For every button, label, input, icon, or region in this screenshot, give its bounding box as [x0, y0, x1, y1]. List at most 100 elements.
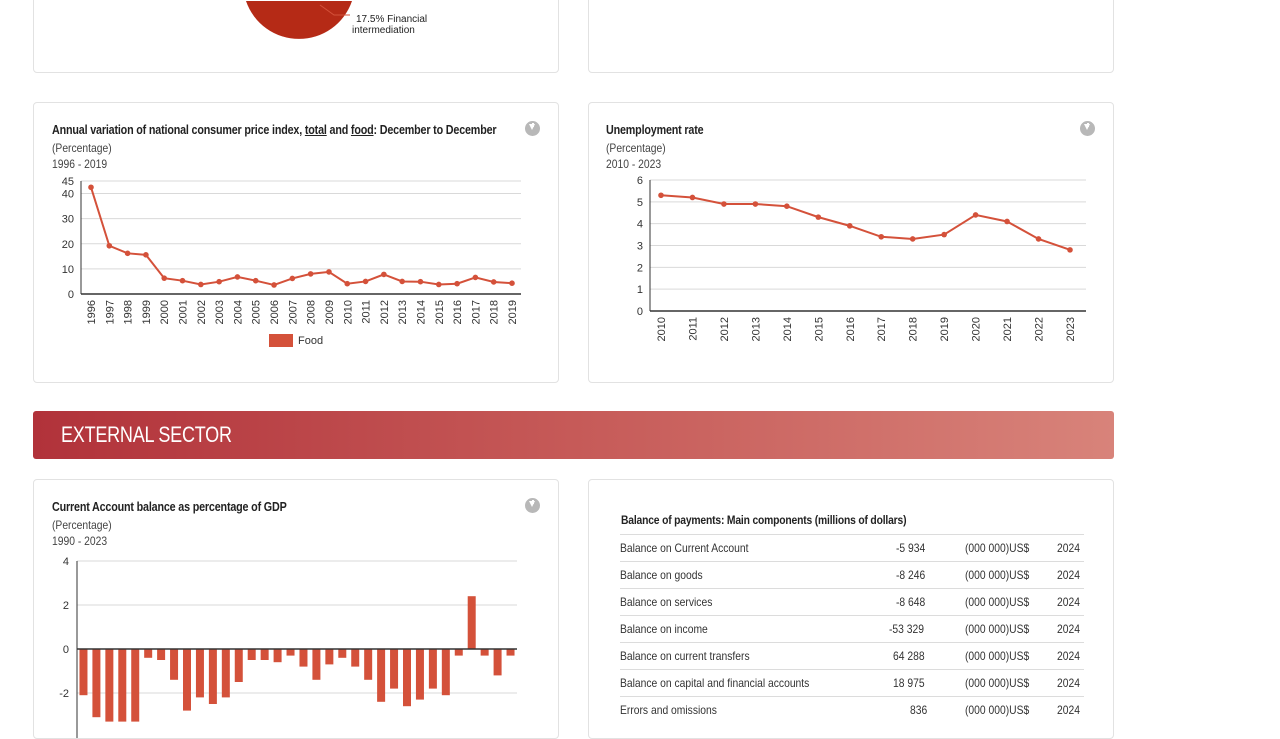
data-point [344, 280, 351, 287]
x-tick-label: 1999 [141, 300, 153, 324]
x-tick-label: 2021 [1002, 317, 1014, 341]
cpi-download-icon[interactable] [525, 121, 540, 136]
current-account-bar-chart: -2 0 2 4 [59, 556, 517, 738]
bop-year: 2024 [1057, 703, 1081, 717]
x-tick-label: 2016 [452, 300, 464, 324]
bar [364, 649, 373, 680]
bar [390, 649, 399, 689]
bop-year: 2024 [1057, 676, 1081, 690]
bar [428, 649, 437, 689]
x-tick-label: 2002 [196, 300, 208, 324]
data-point [399, 278, 405, 285]
bar [170, 649, 179, 680]
x-tick-label: 2022 [1034, 317, 1046, 341]
bar [299, 649, 308, 667]
external-sector-heading: EXTERNAL SECTOR [61, 422, 232, 447]
data-point [307, 271, 314, 277]
y-tick-label: 2 [637, 262, 643, 274]
bop-row: Balance on services -8 648 (000 000)US$ 202… [620, 588, 1084, 616]
bar [195, 649, 204, 698]
x-tick-label: 2019 [939, 317, 951, 341]
bop-unit: (000 000)US$ [965, 703, 1030, 717]
bop-value: 64 288 [893, 649, 925, 663]
bar [247, 649, 256, 660]
bop-value: -8 648 [895, 595, 926, 609]
bar [92, 649, 101, 718]
data-point [143, 252, 149, 258]
series-line [90, 186, 513, 287]
cpi-chart-unit: (Percentage) [52, 141, 112, 155]
bop-unit-cell: (000 000)US$ [930, 561, 1040, 589]
bop-value-cell: 836 [850, 696, 930, 723]
bop-label: Balance on income [620, 622, 708, 636]
bop-year-cell: 2024 [1040, 588, 1084, 616]
empty-top-card [588, 0, 1114, 73]
y-tick-label: 10 [62, 264, 74, 276]
bar [79, 649, 88, 696]
external-sector-banner: EXTERNAL SECTOR [33, 411, 1114, 459]
bop-value-cell: -53 329 [850, 615, 930, 643]
data-point [784, 203, 790, 209]
cpi-title-food: food [350, 123, 374, 137]
cpi-chart-period: 1996 - 2019 [52, 157, 108, 171]
bar [144, 649, 153, 658]
x-tick-label: 2013 [397, 300, 409, 324]
bop-row: Balance on Current Account -5 934 (000 000… [620, 534, 1084, 562]
y-tick-label: 0 [63, 644, 69, 656]
data-point [88, 184, 94, 191]
data-point [472, 274, 479, 281]
x-tick-label: 2008 [306, 300, 318, 324]
bop-unit: (000 000)US$ [965, 676, 1030, 690]
data-point [179, 277, 186, 284]
data-point [1004, 218, 1010, 225]
current-account-chart-unit: (Percentage) [52, 518, 112, 532]
unemployment-chart-card: Unemployment rate (Percentage) 2010 - 20… [588, 102, 1114, 383]
cpi-title-total: total [304, 123, 327, 137]
data-point [846, 223, 853, 229]
bar [208, 649, 217, 704]
pie-slice-financial [246, 1, 352, 39]
data-point [490, 279, 497, 285]
bar [467, 596, 476, 649]
bar [480, 649, 489, 656]
x-tick-label: 2017 [876, 317, 888, 341]
bar [351, 649, 360, 667]
bar [441, 649, 450, 696]
bop-unit-cell: (000 000)US$ [930, 534, 1040, 562]
y-tick-label: 4 [637, 219, 643, 231]
bop-year-cell: 2024 [1040, 696, 1084, 723]
x-tick-label: 1996 [86, 300, 98, 324]
bop-unit: (000 000)US$ [965, 649, 1030, 663]
bop-value: -5 934 [895, 541, 926, 555]
bar [312, 649, 321, 680]
bop-label: Balance on current transfers [620, 649, 750, 663]
bop-unit: (000 000)US$ [965, 595, 1030, 609]
x-tick-label: 2014 [782, 317, 794, 341]
pie-chart-fragment [246, 1, 352, 39]
bop-row: Balance on capital and financial account… [620, 669, 1084, 697]
bar [325, 649, 334, 665]
data-point [289, 275, 296, 282]
bar [234, 649, 243, 682]
y-tick-label: 20 [62, 239, 74, 251]
x-tick-label: 1997 [104, 300, 116, 324]
data-point [198, 281, 204, 288]
data-point [161, 275, 168, 281]
bop-unit-cell: (000 000)US$ [930, 642, 1040, 670]
bar [221, 649, 230, 698]
bop-unit: (000 000)US$ [965, 541, 1030, 555]
bop-year: 2024 [1057, 541, 1081, 555]
current-account-chart-title: Current Account balance as percentage of… [52, 500, 287, 514]
current-account-download-icon[interactable] [525, 498, 540, 513]
x-tick-label: 2005 [251, 300, 263, 324]
bop-label: Balance on capital and financial account… [620, 676, 810, 690]
data-point [815, 214, 822, 220]
bop-value: -8 246 [895, 568, 926, 582]
bop-year: 2024 [1057, 568, 1081, 582]
bar [338, 649, 347, 658]
x-tick-label: 2009 [324, 300, 336, 324]
unemployment-download-icon[interactable] [1080, 121, 1095, 136]
legend-label-food: Food [298, 335, 323, 347]
bop-unit: (000 000)US$ [965, 622, 1030, 636]
